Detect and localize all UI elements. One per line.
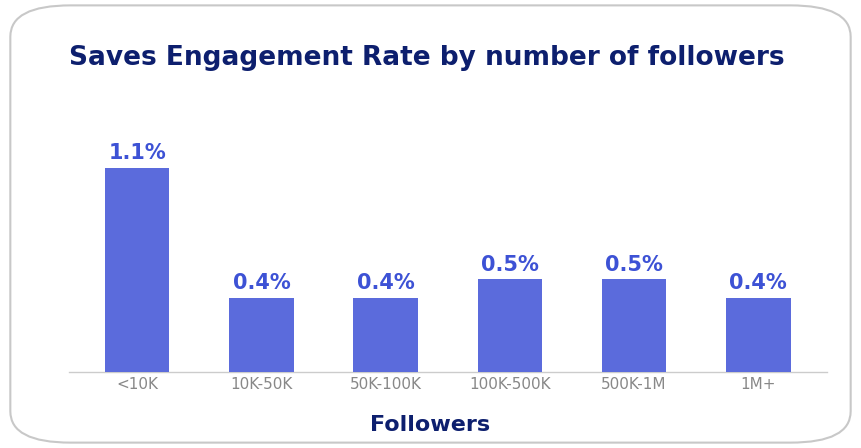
Bar [726,297,790,372]
Text: 0.4%: 0.4% [729,273,787,293]
Bar [602,279,666,372]
Bar [229,297,294,372]
Text: 0.4%: 0.4% [356,273,414,293]
Text: 0.5%: 0.5% [605,254,663,275]
Text: Followers: Followers [370,414,491,435]
Bar [478,279,542,372]
Text: 1.1%: 1.1% [108,143,166,163]
Text: Saves Engagement Rate by number of followers: Saves Engagement Rate by number of follo… [69,45,784,71]
Text: 0.5%: 0.5% [481,254,539,275]
Bar [353,297,418,372]
Bar [105,168,170,372]
Text: 0.4%: 0.4% [232,273,290,293]
